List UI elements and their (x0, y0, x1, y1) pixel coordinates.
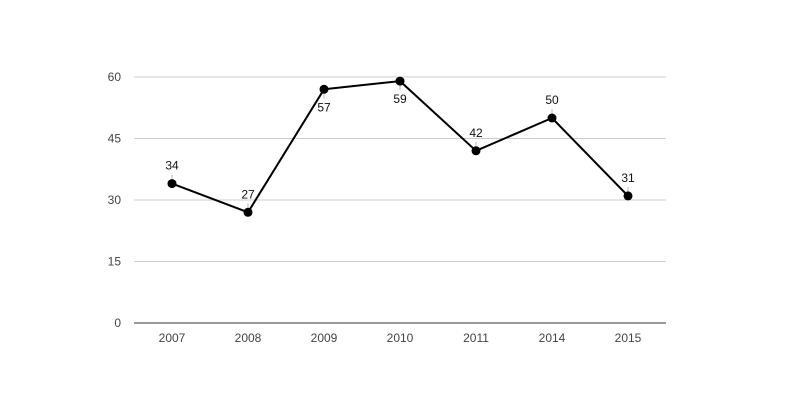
data-point (395, 76, 405, 86)
data-points (167, 76, 633, 217)
y-axis-ticks: 0 15 30 45 60 (108, 70, 122, 330)
data-label: 57 (317, 100, 331, 114)
data-point (547, 113, 557, 123)
data-point (243, 207, 253, 217)
data-labels: 34 27 57 59 42 50 31 (165, 92, 635, 201)
data-label: 42 (469, 126, 483, 140)
y-tick-label: 30 (108, 193, 122, 207)
y-tick-label: 0 (114, 316, 121, 330)
data-label: 34 (165, 159, 179, 173)
x-tick-label: 2015 (615, 331, 642, 345)
data-label: 31 (621, 171, 635, 185)
x-tick-label: 2014 (539, 331, 566, 345)
data-label: 50 (545, 93, 559, 107)
data-point (167, 179, 177, 189)
x-tick-label: 2011 (463, 331, 489, 345)
data-point (319, 84, 329, 94)
x-tick-label: 2010 (387, 331, 414, 345)
x-tick-label: 2007 (159, 331, 186, 345)
y-tick-label: 45 (108, 132, 122, 146)
x-axis-ticks: 2007 2008 2009 2010 2011 2014 2015 (159, 331, 642, 345)
data-label: 59 (393, 92, 407, 106)
x-tick-label: 2009 (311, 331, 338, 345)
x-tick-label: 2008 (235, 331, 262, 345)
data-label: 27 (241, 187, 255, 201)
data-point (623, 191, 633, 201)
data-point (471, 146, 481, 156)
y-tick-label: 60 (108, 70, 122, 84)
y-tick-label: 15 (108, 255, 122, 269)
